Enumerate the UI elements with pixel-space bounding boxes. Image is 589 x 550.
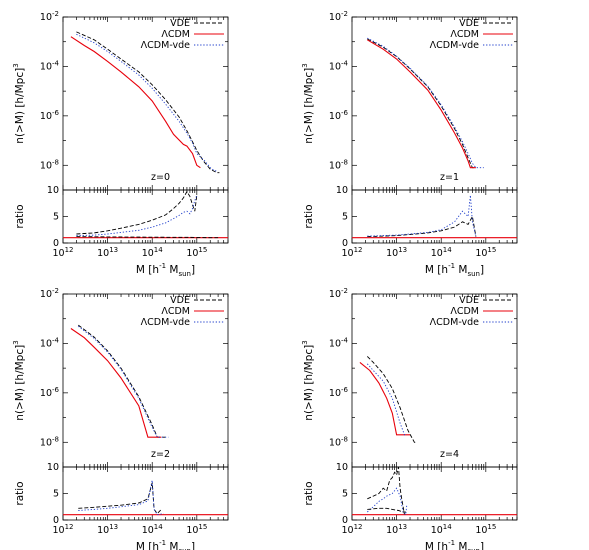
series-vde-line — [367, 38, 476, 169]
x-tick-label: 1013 — [386, 523, 407, 536]
y-tick-label: 10-6 — [329, 386, 349, 399]
x-axis-label: M [h-1 Msun] — [136, 262, 195, 278]
ratio-plot-frame — [351, 189, 518, 244]
y-tick-label: 10-4 — [40, 336, 60, 349]
ratio-y-tick-label: 10 — [47, 185, 59, 196]
x-axis-label: M [h-1 Msun] — [425, 262, 484, 278]
legend-entry: ΛCDM — [450, 29, 479, 40]
y-tick-label: 10-2 — [329, 287, 348, 300]
ratio-y-tick-label: 5 — [53, 212, 59, 223]
ratio-plot-frame — [351, 466, 518, 521]
ratio-y-tick-label: 5 — [342, 489, 348, 500]
x-axis-label: M [h-1 Msun] — [136, 539, 195, 550]
x-tick-label: 1014 — [431, 523, 453, 536]
series-vde-line — [76, 31, 220, 174]
x-tick-label: 1015 — [475, 523, 496, 536]
ratio-series-vde-line — [367, 467, 405, 515]
ratio-series-vde-line — [78, 482, 162, 515]
legend-entry: ΛCDM-vde — [430, 317, 479, 328]
y-tick-label: 10-2 — [40, 10, 59, 23]
ratio-series-ratio-baseline-line — [76, 236, 219, 239]
legend-entry: VDE — [170, 295, 190, 306]
y-tick-label: 10-6 — [40, 109, 60, 122]
series-cdm-line — [367, 39, 476, 169]
x-tick-label: 1015 — [475, 246, 496, 259]
series-cdm-vde-line — [76, 33, 219, 172]
x-tick-label: 1013 — [386, 246, 407, 259]
ratio-series-ratio-baseline-line — [367, 507, 406, 513]
series-vde-line — [78, 324, 166, 438]
ratio-y-tick-label: 0 — [342, 238, 348, 249]
y-tick-label: 10-4 — [329, 59, 349, 72]
ratio-axis-label: ratio — [303, 481, 315, 505]
ratio-plot-frame — [62, 466, 229, 521]
y-tick-label: 10-6 — [40, 386, 60, 399]
y-tick-label: 10-2 — [40, 287, 59, 300]
x-tick-label: 1013 — [97, 523, 118, 536]
ratio-series-cdm-vde-line — [76, 195, 198, 237]
y-tick-label: 10-4 — [40, 59, 60, 72]
ratio-y-tick-label: 5 — [53, 489, 59, 500]
y-tick-label: 10-6 — [329, 109, 349, 122]
x-tick-label: 1015 — [186, 246, 207, 259]
ratio-series-cdm-vde-line — [78, 480, 164, 516]
series-vde-line — [366, 356, 417, 443]
ratio-axis-label: ratio — [14, 481, 26, 505]
x-tick-label: 1014 — [142, 523, 164, 536]
y-tick-label: 10-4 — [329, 336, 349, 349]
y-tick-label: 10-2 — [329, 10, 348, 23]
legend-entry: VDE — [170, 18, 190, 29]
y-tick-label: 10-8 — [329, 158, 348, 171]
legend-entry: ΛCDM-vde — [430, 40, 479, 51]
series-cdm-line — [70, 36, 201, 169]
ratio-y-tick-label: 10 — [336, 185, 348, 196]
ratio-series-cdm-vde-line — [367, 487, 408, 516]
ratio-axis-label: ratio — [303, 204, 315, 228]
ratio-y-tick-label: 0 — [53, 515, 59, 526]
y-tick-label: 10-8 — [40, 158, 59, 171]
y-tick-label: 10-8 — [40, 435, 59, 448]
legend-entry: ΛCDM-vde — [141, 40, 190, 51]
redshift-label: z=2 — [151, 449, 170, 460]
legend-entry: VDE — [459, 295, 479, 306]
x-tick-label: 1014 — [431, 246, 453, 259]
ratio-y-tick-label: 10 — [336, 462, 348, 473]
ratio-y-tick-label: 10 — [47, 462, 59, 473]
x-tick-label: 1013 — [97, 246, 118, 259]
ratio-y-tick-label: 0 — [342, 515, 348, 526]
legend-entry: ΛCDM-vde — [141, 317, 190, 328]
ratio-series-vde-line — [76, 190, 198, 235]
legend-entry: ΛCDM — [450, 306, 479, 317]
series-cdm-line — [70, 328, 162, 438]
ratio-y-tick-label: 5 — [342, 212, 348, 223]
x-axis-label: M [h-1 Msun] — [425, 539, 484, 550]
y-axis-label: n(>M) [h/Mpc]3 — [301, 340, 315, 420]
redshift-label: z=4 — [440, 449, 459, 460]
y-axis-label: n(>M) [h/Mpc]3 — [12, 340, 26, 420]
ratio-plot-frame — [62, 189, 229, 244]
ratio-series-vde-line — [367, 215, 477, 238]
series-cdm-line — [359, 361, 410, 436]
x-tick-label: 1014 — [142, 246, 164, 259]
ratio-axis-label: ratio — [14, 204, 26, 228]
ratio-series-cdm-vde-line — [367, 195, 477, 237]
redshift-label: z=0 — [151, 172, 170, 183]
series-cdm-vde-line — [367, 37, 484, 169]
x-tick-label: 1015 — [186, 523, 207, 536]
redshift-label: z=1 — [440, 172, 459, 183]
y-tick-label: 10-8 — [329, 435, 348, 448]
series-cdm-vde-line — [366, 363, 407, 436]
legend-entry: ΛCDM — [161, 29, 190, 40]
y-axis-label: n(>M) [h/Mpc]3 — [12, 63, 26, 143]
legend-entry: VDE — [459, 18, 479, 29]
ratio-y-tick-label: 0 — [53, 238, 59, 249]
y-axis-label: n(>M) [h/Mpc]3 — [301, 63, 315, 143]
legend-entry: ΛCDM — [161, 306, 190, 317]
